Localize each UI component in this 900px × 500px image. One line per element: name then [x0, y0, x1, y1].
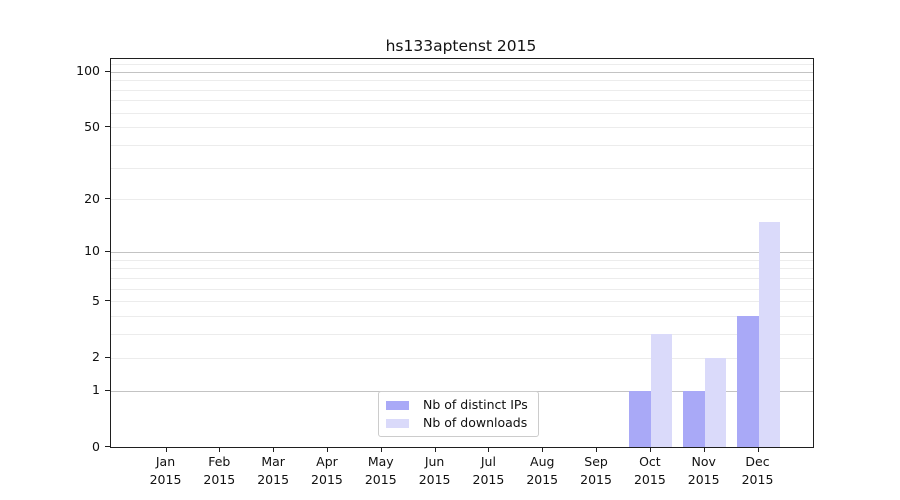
gridline-minor-110 [111, 63, 813, 65]
y-tick-label-5: 5 [92, 292, 100, 308]
bar-nb-of-downloads-dec-2015 [758, 221, 781, 447]
x-tick-label-jan-2015: Jan 2015 [149, 454, 182, 487]
y-tick-label-50: 50 [84, 118, 100, 134]
x-tick-label-apr-2015: Apr 2015 [311, 454, 343, 487]
x-tick-mark-jun-2015 [434, 447, 436, 452]
bar-nb-of-distinct-ips-nov-2015 [683, 390, 705, 447]
gridline-minor-3 [111, 334, 813, 336]
x-tick-label-dec-2015: Dec 2015 [741, 454, 774, 487]
gridline-minor-40 [111, 144, 813, 146]
gridline-minor-70 [111, 100, 813, 102]
bar-nb-of-distinct-ips-oct-2015 [629, 390, 651, 447]
y-tick-label-10: 10 [84, 243, 100, 259]
x-tick-label-may-2015: May 2015 [364, 454, 397, 487]
gridline-minor-5 [111, 301, 813, 303]
legend: Nb of distinct IPs Nb of downloads [378, 391, 539, 437]
legend-item-downloads: Nb of downloads [386, 416, 528, 430]
x-tick-label-sep-2015: Sep 2015 [580, 454, 612, 487]
x-tick-mark-jan-2015 [165, 447, 167, 452]
x-tick-mark-mar-2015 [273, 447, 275, 452]
gridline-minor-20 [111, 199, 813, 201]
legend-swatch-downloads [386, 418, 409, 428]
x-tick-mark-nov-2015 [703, 447, 705, 452]
gridline-minor-80 [111, 89, 813, 91]
gridline-minor-30 [111, 167, 813, 169]
x-tick-label-mar-2015: Mar 2015 [257, 454, 290, 487]
bar-nb-of-downloads-nov-2015 [704, 357, 727, 447]
x-tick-mark-aug-2015 [542, 447, 544, 452]
bar-nb-of-distinct-ips-dec-2015 [737, 316, 759, 447]
y-tick-mark-20 [105, 198, 110, 200]
legend-swatch-distinct-ips [386, 400, 409, 410]
y-tick-mark-0 [105, 446, 110, 447]
x-tick-mark-jul-2015 [488, 447, 490, 452]
x-tick-label-jun-2015: Jun 2015 [418, 454, 451, 487]
gridline-minor-4 [111, 316, 813, 318]
gridline-minor-8 [111, 268, 813, 270]
x-tick-mark-may-2015 [380, 447, 382, 452]
gridline-minor-50 [111, 127, 813, 129]
gridline-minor-60 [111, 112, 813, 114]
y-tick-label-100: 100 [76, 63, 100, 79]
chart-title: hs133aptenst 2015 [385, 37, 537, 55]
x-tick-mark-dec-2015 [757, 447, 759, 452]
y-tick-mark-5 [105, 300, 110, 302]
gridline-minor-90 [111, 80, 813, 82]
gridline-minor-7 [111, 277, 813, 279]
bar-nb-of-downloads-oct-2015 [650, 334, 673, 447]
y-tick-mark-50 [105, 126, 110, 128]
x-tick-mark-oct-2015 [649, 447, 651, 452]
y-tick-mark-10 [105, 250, 110, 252]
x-tick-mark-feb-2015 [219, 447, 221, 452]
y-tick-label-2: 2 [92, 349, 100, 365]
x-tick-mark-sep-2015 [596, 447, 598, 452]
gridline-minor-6 [111, 288, 813, 290]
y-tick-mark-2 [105, 356, 110, 358]
x-tick-mark-apr-2015 [326, 447, 328, 452]
gridline-minor-9 [111, 259, 813, 261]
x-tick-label-feb-2015: Feb 2015 [203, 454, 236, 487]
y-tick-label-0: 0 [92, 438, 100, 454]
legend-label-downloads: Nb of downloads [423, 415, 528, 430]
x-tick-label-aug-2015: Aug 2015 [526, 454, 559, 487]
gridline-minor-2 [111, 357, 813, 359]
x-tick-label-jul-2015: Jul 2015 [472, 454, 505, 487]
y-tick-mark-100 [105, 70, 110, 72]
legend-item-distinct-ips: Nb of distinct IPs [386, 398, 528, 412]
gridline-major-10 [111, 251, 813, 253]
gridline-major-100 [111, 71, 813, 73]
x-tick-label-oct-2015: Oct 2015 [633, 454, 666, 487]
y-tick-label-20: 20 [84, 190, 100, 206]
y-tick-label-1: 1 [92, 382, 100, 398]
plot-area [110, 58, 814, 448]
y-tick-mark-1 [105, 389, 110, 391]
x-tick-label-nov-2015: Nov 2015 [687, 454, 720, 487]
legend-label-distinct-ips: Nb of distinct IPs [423, 397, 528, 412]
